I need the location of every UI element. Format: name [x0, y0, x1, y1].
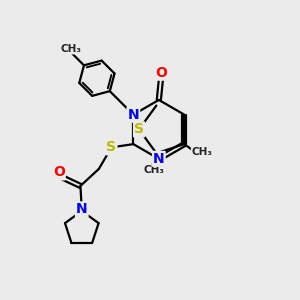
- Text: N: N: [153, 152, 165, 166]
- Text: CH₃: CH₃: [61, 44, 82, 54]
- Text: N: N: [128, 108, 139, 122]
- Text: S: S: [134, 122, 144, 136]
- Text: S: S: [106, 140, 116, 154]
- Text: O: O: [53, 165, 65, 179]
- Text: CH₃: CH₃: [144, 165, 165, 175]
- Text: O: O: [155, 66, 167, 80]
- Text: CH₃: CH₃: [192, 147, 213, 157]
- Text: N: N: [76, 202, 88, 217]
